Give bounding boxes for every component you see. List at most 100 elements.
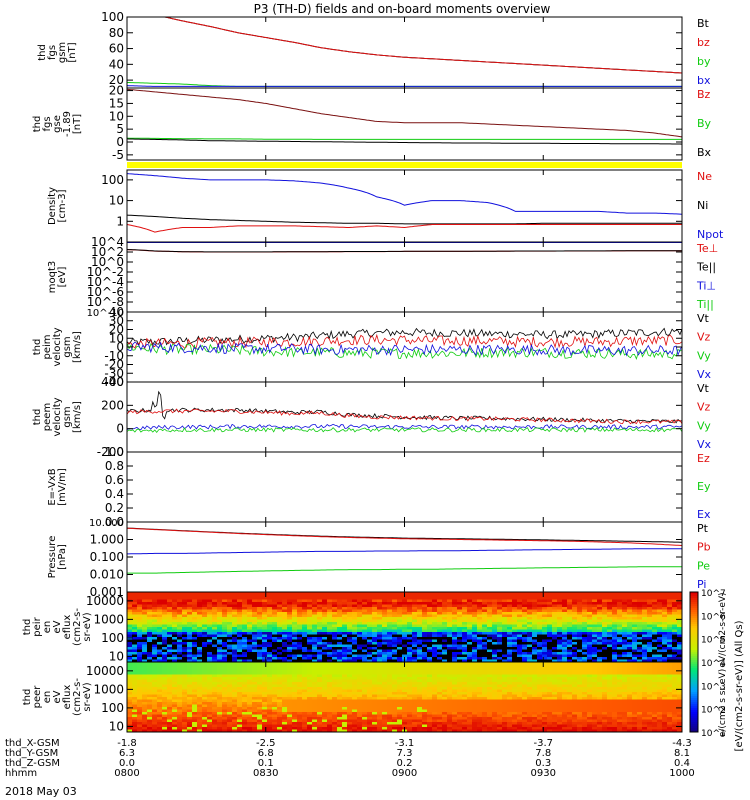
heatmap-cell [347, 607, 353, 610]
heatmap-cell [282, 709, 288, 713]
heatmap-cell [587, 659, 593, 663]
heatmap-cell [327, 614, 333, 618]
heatmap-cell [337, 712, 343, 715]
heatmap-cell [272, 687, 278, 690]
heatmap-cell [222, 684, 228, 688]
heatmap-cell [257, 692, 263, 695]
heatmap-cell [147, 669, 153, 673]
heatmap-cell [332, 697, 338, 700]
heatmap-cell [577, 652, 583, 655]
heatmap-cell [627, 652, 633, 655]
heatmap-cell [262, 667, 268, 670]
heatmap-cell [182, 599, 188, 603]
heatmap-cell [207, 632, 213, 635]
heatmap-cell [137, 692, 143, 695]
heatmap-cell [317, 699, 323, 703]
heatmap-cell [172, 644, 178, 648]
heatmap-cell [407, 607, 413, 610]
heatmap-cell [452, 644, 458, 648]
heatmap-cell [152, 614, 158, 618]
heatmap-cell [607, 609, 613, 613]
heatmap-cell [257, 654, 263, 658]
y-axis-label-line: peem [42, 403, 53, 431]
heatmap-cell [287, 699, 293, 703]
heatmap-cell [567, 619, 573, 623]
heatmap-cell [537, 644, 543, 648]
heatmap-cell [647, 629, 653, 633]
heatmap-cell [372, 717, 378, 720]
heatmap-cell [432, 642, 438, 645]
heatmap-cell [467, 647, 473, 650]
heatmap-cell [212, 629, 218, 633]
heatmap-cell [167, 644, 173, 648]
heatmap-cell [547, 632, 553, 635]
heatmap-cell [262, 607, 268, 610]
heatmap-cell [537, 627, 543, 630]
heatmap-cell [362, 644, 368, 648]
heatmap-cell [192, 712, 198, 715]
heatmap-cell [302, 697, 308, 700]
heatmap-cell [627, 647, 633, 650]
heatmap-cell [382, 699, 388, 703]
heatmap-cell [392, 629, 398, 633]
heatmap-cell [502, 647, 508, 650]
heatmap-cell [512, 597, 518, 600]
heatmap-cell [282, 682, 288, 685]
y-tick-label: 1000 [93, 612, 124, 626]
heatmap-cell [327, 687, 333, 690]
heatmap-cell [197, 609, 203, 613]
heatmap-cell [387, 697, 393, 700]
heatmap-cell [237, 709, 243, 713]
heatmap-cell [517, 647, 523, 650]
heatmap-cell [222, 677, 228, 680]
heatmap-cell [187, 614, 193, 618]
heatmap-cell [402, 612, 408, 615]
heatmap-cell [447, 624, 453, 628]
heatmap-cell [367, 609, 373, 613]
heatmap-cell [277, 599, 283, 603]
heatmap-cell [367, 599, 373, 603]
heatmap-cell [312, 659, 318, 663]
heatmap-cell [177, 719, 183, 723]
heatmap-cell [267, 677, 273, 680]
heatmap-cell [157, 722, 163, 725]
heatmap-cell [127, 654, 133, 658]
heatmap-cell [552, 647, 558, 650]
heatmap-cell [487, 644, 493, 648]
heatmap-cell [242, 607, 248, 610]
heatmap-cell [397, 597, 403, 600]
heatmap-cell [572, 659, 578, 663]
heatmap-cell [147, 594, 153, 598]
heatmap-cell [227, 727, 233, 730]
heatmap-cell [217, 634, 223, 638]
heatmap-cell [347, 634, 353, 638]
heatmap-cell [207, 652, 213, 655]
heatmap-cell [612, 647, 618, 650]
heatmap-cell [342, 692, 348, 695]
heatmap-cell [407, 627, 413, 630]
heatmap-cell [357, 674, 363, 678]
heatmap-cell [382, 617, 388, 620]
heatmap-cell [207, 627, 213, 630]
heatmap-cell [292, 644, 298, 648]
heatmap-cell [197, 647, 203, 650]
heatmap-cell [207, 692, 213, 695]
heatmap-cell [207, 674, 213, 678]
heatmap-cell [272, 667, 278, 670]
heatmap-cell [602, 594, 608, 598]
heatmap-cell [252, 687, 258, 690]
heatmap-cell [152, 632, 158, 635]
heatmap-cell [562, 592, 568, 595]
heatmap-cell [297, 647, 303, 650]
heatmap-cell [342, 654, 348, 658]
heatmap-cell [517, 637, 523, 640]
heatmap-cell [282, 677, 288, 680]
heatmap-cell [292, 679, 298, 683]
heatmap-cell [262, 684, 268, 688]
heatmap-cell [252, 637, 258, 640]
heatmap-cell [137, 652, 143, 655]
y-tick-label: 60 [109, 42, 124, 56]
heatmap-cell [267, 634, 273, 638]
heatmap-cell [307, 594, 313, 598]
heatmap-cell [282, 647, 288, 650]
